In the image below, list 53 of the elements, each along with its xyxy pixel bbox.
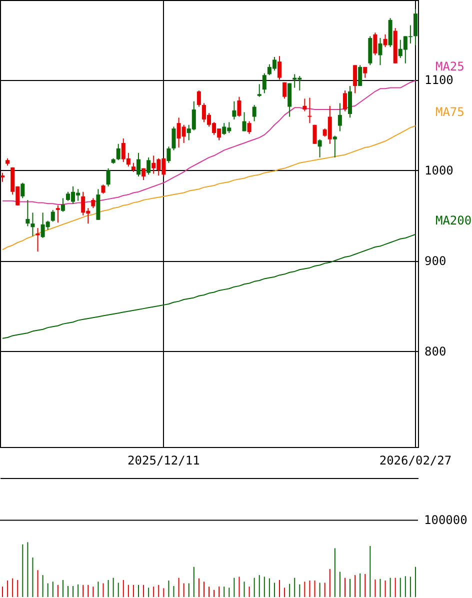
candlestick — [56, 204, 60, 224]
series-label: MA75 — [435, 104, 464, 119]
candlestick — [353, 64, 358, 94]
candlestick — [20, 182, 25, 199]
candlestick — [318, 138, 322, 158]
y-tick-label: 1100 — [424, 73, 454, 88]
candlestick — [146, 156, 151, 176]
candlestick — [232, 100, 236, 120]
candlestick — [312, 124, 317, 144]
candlestick — [247, 120, 252, 134]
candlestick — [131, 162, 136, 172]
candlestick — [373, 32, 378, 56]
candlestick — [101, 184, 106, 194]
candlestick — [60, 198, 65, 212]
candlestick — [302, 98, 307, 112]
y-tick-label: 900 — [424, 254, 446, 268]
candlestick — [257, 84, 262, 98]
candlestick — [30, 212, 35, 237]
candlestick — [348, 85, 352, 118]
candlestick — [136, 152, 140, 177]
candlestick — [288, 82, 292, 118]
y-tick-label: 1000 — [424, 164, 454, 178]
candlestick — [166, 146, 171, 164]
candlestick — [278, 56, 282, 80]
candlestick — [36, 228, 40, 252]
candlestick — [106, 168, 110, 187]
text: 100000 — [424, 513, 468, 528]
candlestick — [50, 209, 55, 222]
x-tick-label: 2026/02/27 — [379, 454, 452, 468]
candlestick — [342, 90, 347, 112]
candlestick — [262, 72, 266, 94]
candlestick — [378, 38, 382, 66]
candlestick — [0, 172, 5, 182]
series-label: MA25 — [435, 60, 464, 74]
line-series — [2, 234, 416, 339]
x-tick-label: 2025/12/11 — [128, 454, 200, 468]
candlestick — [237, 96, 242, 118]
candlestick — [383, 34, 388, 48]
line-series — [2, 125, 416, 250]
candlestick — [332, 135, 337, 158]
candlestick — [242, 112, 246, 132]
candlestick — [358, 64, 362, 86]
candlestick — [413, 8, 418, 46]
candlestick — [26, 199, 30, 227]
candlestick — [172, 126, 176, 151]
candlestick — [252, 104, 256, 122]
candlestick — [282, 82, 287, 100]
candlestick — [91, 198, 96, 209]
series-label: MA200 — [435, 213, 472, 228]
candlestick — [338, 102, 342, 132]
y-tick-label: 800 — [424, 344, 446, 359]
candlestick — [116, 143, 120, 161]
candlestick — [196, 90, 201, 108]
